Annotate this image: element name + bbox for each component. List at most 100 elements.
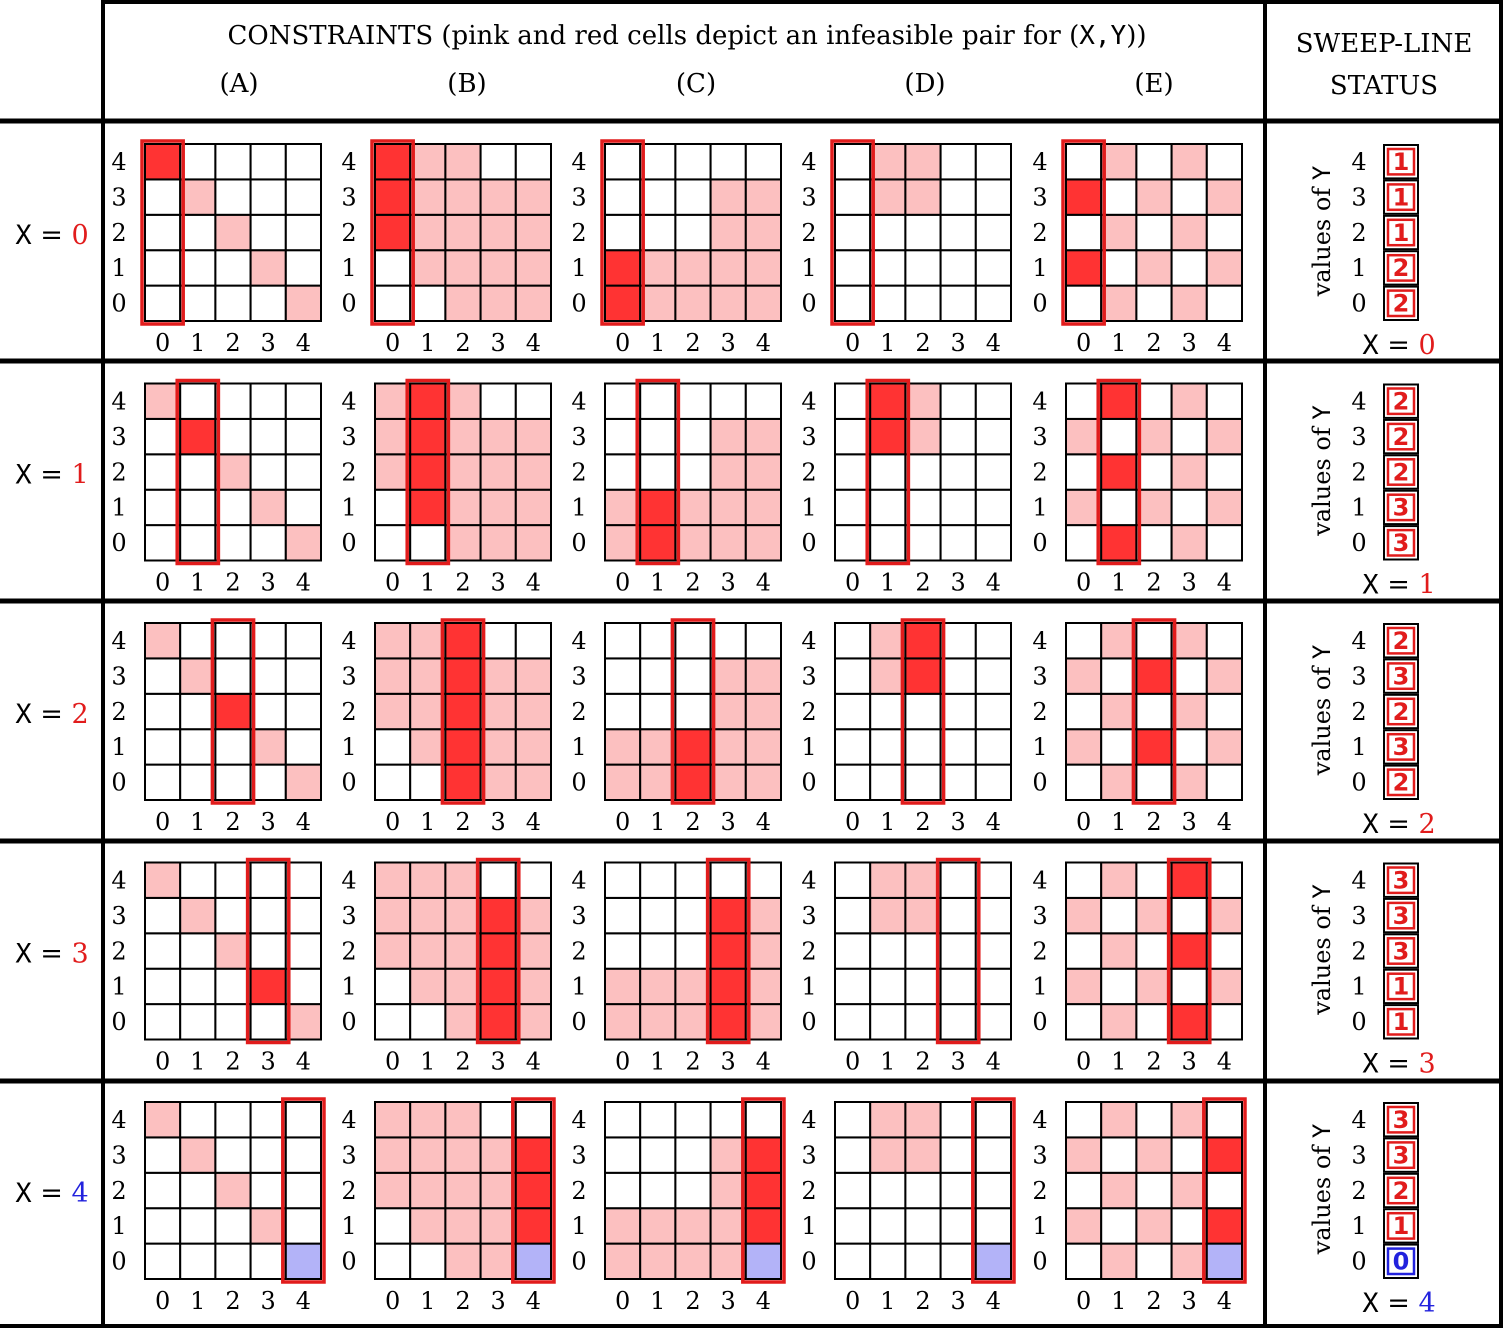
x-tick-label: 4 [756,1048,771,1076]
x-tick-label: 3 [491,569,506,597]
grid-cell [179,213,217,252]
grid-cell [974,763,1012,801]
grid-cell [639,622,677,660]
y-tick-label: 0 [1032,1008,1047,1036]
grid-cell [974,453,1012,491]
x-tick-label: 2 [915,808,930,836]
status-y-tick: 3 [1351,423,1366,451]
grid-cell [1100,1136,1138,1174]
y-tick-label: 0 [111,1008,126,1036]
status-cell-inner [1386,1247,1416,1276]
grid-cell [1100,1242,1138,1280]
grid-cell [1100,249,1138,287]
grid-cell [214,861,252,899]
grid-cell [284,861,322,899]
grid-cell [479,213,517,252]
grid-cell [144,453,182,491]
status-value: 2 [1393,1177,1410,1205]
grid-cell [834,692,872,731]
x-tick-label: 0 [155,329,170,357]
grid-cell [284,896,322,935]
grid-cell [744,1207,782,1245]
grid-cell [834,1101,872,1139]
grid-cell [939,1003,977,1041]
grid-cell [249,896,287,935]
grid-cell [374,932,412,970]
x-tick-label: 4 [756,1287,771,1315]
grid-cell [144,657,182,695]
grid-cell [709,1101,747,1139]
status-value: 3 [1393,1141,1410,1169]
grid-cell [674,524,712,562]
grid-cell [409,932,447,970]
grid-cell [479,143,517,181]
grid-cell [869,143,907,181]
grid-cell [514,488,552,527]
grid-cell [179,249,217,287]
status-x-label: X = 4 [1362,1288,1435,1319]
grid-cell [904,1003,942,1041]
grid-cell [639,1207,677,1245]
grid-cell [834,213,872,252]
grid-cell [1135,932,1173,970]
grid-cell [144,213,182,252]
grid-cell [1100,284,1138,323]
grid-cell [639,453,677,491]
x-tick-label: 1 [190,808,205,836]
grid-cell [904,213,942,252]
grid-cell [144,1242,182,1280]
grid-cell [144,692,182,731]
grid-cell [179,524,217,562]
grid-cell [709,284,747,323]
status-cell [1383,1172,1419,1209]
status-cell-inner [1386,937,1416,965]
status-y-tick: 2 [1351,698,1366,726]
status-y-tick: 1 [1351,1212,1366,1240]
grid-cell [1100,488,1138,527]
x-tick-label: 2 [225,1048,240,1076]
grid-cell [179,1101,217,1139]
grid-cell [1135,417,1173,456]
grid-cell [249,382,287,420]
grid-cell [179,488,217,527]
y-tick-label: 2 [111,1177,126,1205]
y-tick-label: 4 [341,867,356,895]
grid-cell [939,967,977,1006]
y-tick-label: 2 [801,219,816,247]
grid-cell [1170,692,1208,731]
status-y-tick: 3 [1351,662,1366,690]
grid-cell [744,453,782,491]
grid-cell [179,861,217,899]
y-tick-label: 1 [1032,733,1047,761]
grid-cell [1205,284,1244,323]
grid-cell [1135,763,1173,801]
grid-cell [514,692,552,731]
grid-cell [1135,896,1173,935]
x-tick-label: 4 [986,808,1001,836]
grid-cell [284,1136,322,1174]
y-tick-label: 3 [801,423,816,451]
grid-cell [904,453,942,491]
active-column-highlight [741,1097,786,1284]
grid-cell [179,143,217,181]
x-tick-label: 4 [526,808,541,836]
x-var: X [15,699,31,730]
x-tick-label: 0 [615,1287,630,1315]
status-y-tick: 4 [1351,627,1366,655]
y-tick-label: 4 [341,1106,356,1134]
grid-cell [604,417,642,456]
grid-cell [444,1171,482,1210]
y-tick-label: 2 [111,458,126,486]
x-tick-label: 3 [721,1048,736,1076]
status-cell [1383,285,1419,322]
grid-cell [444,763,482,801]
grid-cell [444,524,482,562]
active-column-highlight [935,857,981,1045]
grid-cell [144,284,182,323]
y-tick-label: 4 [111,1106,126,1134]
grid-cell [514,967,552,1006]
grid-cell [1170,382,1208,420]
